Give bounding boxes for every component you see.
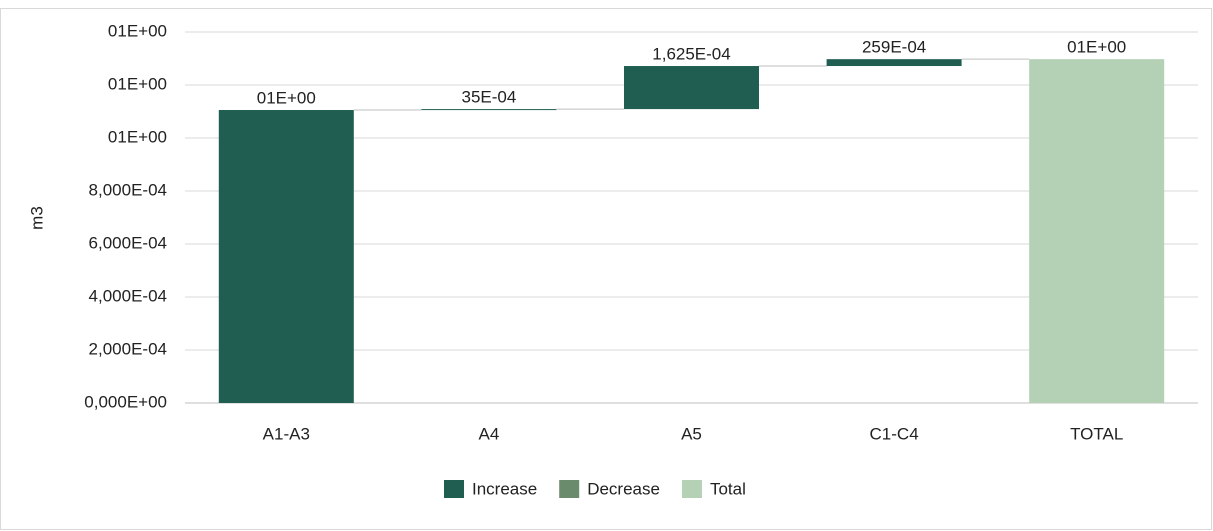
legend-label: Total (710, 479, 746, 498)
x-tick-label: TOTAL (1070, 424, 1123, 443)
y-tick-label: 2,000E-04 (89, 339, 167, 358)
y-tick-label: 01E+00 (108, 21, 167, 40)
legend-swatch (559, 480, 580, 498)
data-label: 01E+00 (1067, 38, 1126, 57)
x-tick-label: A4 (479, 424, 500, 443)
x-tick-label: A1-A3 (263, 424, 310, 443)
y-tick-label: 0,000E+00 (84, 392, 167, 411)
data-label: 01E+00 (257, 89, 316, 108)
data-label: 35E-04 (461, 88, 516, 107)
legend-swatch (681, 480, 702, 498)
bar (421, 109, 557, 111)
y-tick-label: 01E+00 (108, 127, 167, 146)
bar (1029, 59, 1165, 403)
y-axis-label: m3 (27, 206, 46, 230)
bar (826, 59, 962, 67)
legend-label: Decrease (587, 479, 660, 498)
y-tick-label: 8,000E-04 (89, 180, 167, 199)
y-tick-label: 4,000E-04 (89, 286, 167, 305)
bar (624, 66, 759, 110)
data-label: 1,625E-04 (652, 45, 730, 64)
x-tick-label: C1-C4 (870, 424, 919, 443)
bar (218, 110, 354, 404)
data-label: 259E-04 (862, 38, 926, 57)
y-tick-label: 01E+00 (108, 74, 167, 93)
legend-label: Increase (472, 479, 537, 498)
legend-swatch (444, 480, 464, 498)
x-tick-label: A5 (681, 424, 702, 443)
y-tick-label: 6,000E-04 (89, 233, 167, 252)
chart-frame (0, 8, 1212, 530)
